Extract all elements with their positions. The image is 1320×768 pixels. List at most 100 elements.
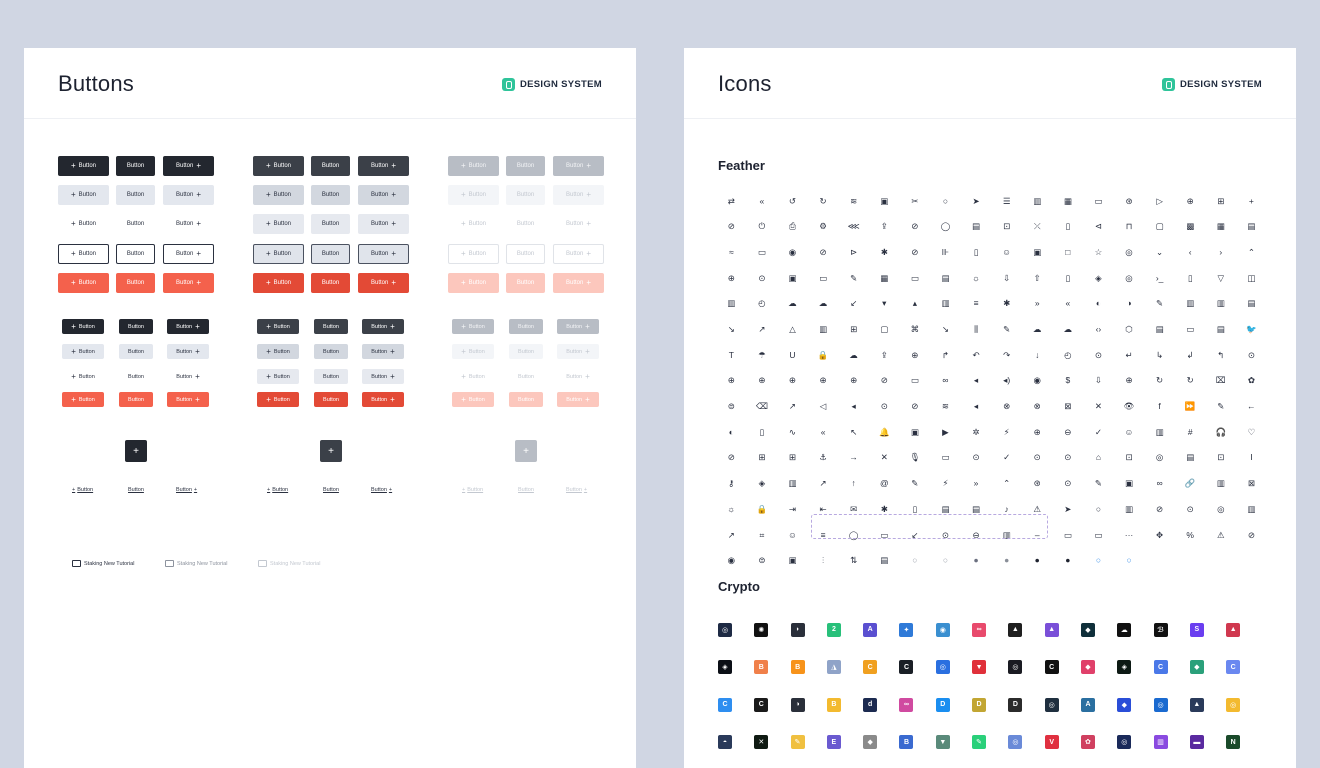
feather-icon[interactable]: ☺ [1002, 246, 1011, 257]
feather-icon[interactable]: ⊠ [1247, 478, 1255, 489]
button[interactable]: Button [119, 344, 153, 359]
feather-icon[interactable]: ▥ [819, 324, 828, 335]
feather-icon[interactable]: ☰ [1002, 195, 1011, 206]
feather-icon[interactable]: ▣ [788, 272, 797, 283]
feather-icon[interactable]: ▦ [1063, 195, 1072, 206]
feather-icon[interactable]: 🎧 [1215, 426, 1227, 437]
feather-icon[interactable]: ‹ [1188, 246, 1192, 257]
feather-icon[interactable]: ↗ [819, 478, 827, 489]
feather-icon[interactable]: ⊛ [1033, 478, 1041, 489]
feather-icon[interactable]: ∞ [942, 375, 949, 386]
feather-icon[interactable]: ⊛ [1125, 195, 1133, 206]
feather-icon[interactable]: ▤ [1216, 324, 1225, 335]
feather-icon[interactable]: ↱ [941, 349, 950, 360]
feather-icon[interactable]: ↘ [727, 324, 735, 335]
feather-icon[interactable]: ⌄ [1156, 246, 1164, 257]
crypto-icon[interactable]: B [899, 724, 935, 762]
button[interactable]: + Button [62, 319, 104, 334]
feather-icon[interactable]: ⊙ [1064, 478, 1072, 489]
icon-state-sample[interactable]: ○ [912, 555, 918, 566]
feather-icon[interactable]: ⊜ [758, 555, 766, 566]
icon-state-sample[interactable]: ○ [942, 555, 949, 566]
feather-icon[interactable]: ☁ [788, 298, 797, 309]
feather-icon[interactable]: « [759, 195, 765, 206]
button[interactable]: Button + [167, 392, 209, 407]
feather-icon[interactable]: ≋ [941, 401, 950, 412]
crypto-icon[interactable]: C [863, 649, 899, 687]
feather-icon[interactable]: ⊙ [880, 401, 888, 412]
button[interactable]: Button + [358, 156, 409, 176]
feather-icon[interactable]: ▤ [1186, 452, 1195, 463]
button[interactable]: Button + [163, 214, 214, 234]
button[interactable]: + Button [257, 369, 299, 384]
crypto-icon[interactable]: ▬ [1189, 724, 1226, 762]
feather-icon[interactable]: ▭ [1063, 529, 1072, 540]
feather-icon[interactable]: ➤ [972, 195, 980, 206]
feather-icon[interactable]: ⊙ [972, 452, 980, 463]
link-button[interactable]: Button + [176, 487, 197, 493]
feather-icon[interactable]: f [1158, 401, 1161, 412]
icon-state-sample[interactable]: ● [1034, 555, 1040, 566]
feather-icon[interactable]: » [1034, 298, 1040, 309]
feather-icon[interactable]: ▤ [880, 555, 889, 566]
feather-icon[interactable]: ▭ [910, 375, 919, 386]
crypto-icon[interactable]: S [1189, 611, 1226, 649]
feather-icon[interactable]: ▣ [1033, 246, 1042, 257]
feather-icon[interactable]: ☁ [818, 298, 828, 309]
feather-icon[interactable]: ⚓ [819, 452, 827, 463]
feather-icon[interactable]: ◎ [1125, 246, 1133, 257]
feather-icon[interactable]: « [1065, 298, 1071, 309]
feather-icon[interactable]: ✎ [1003, 324, 1011, 335]
button[interactable]: + Button [62, 369, 104, 384]
feather-icon[interactable]: ⊞ [850, 324, 858, 335]
crypto-icon[interactable]: D [1008, 686, 1044, 724]
button[interactable]: + Button [253, 214, 304, 234]
feather-icon[interactable]: ⊖ [972, 529, 980, 540]
feather-icon[interactable]: ◎ [1125, 272, 1133, 283]
crypto-icon[interactable]: ◎ [1008, 724, 1044, 762]
crypto-icon[interactable]: ✿ [1080, 724, 1117, 762]
button[interactable]: Button + [163, 156, 214, 176]
feather-icon[interactable]: ▾ [882, 298, 887, 309]
feather-icon[interactable]: ◑ [1126, 298, 1132, 309]
feather-icon[interactable]: ◉ [1033, 375, 1041, 386]
feather-icon[interactable]: 🔒 [756, 503, 768, 514]
button[interactable]: + Button [448, 244, 499, 264]
feather-icon[interactable]: ▣ [788, 555, 797, 566]
feather-icon[interactable]: ⊜ [727, 401, 735, 412]
feather-icon[interactable]: ☼ [972, 272, 980, 283]
button[interactable]: Button [116, 185, 155, 205]
crypto-icon[interactable]: ◈ [1117, 649, 1153, 687]
feather-icon[interactable]: ▥ [1216, 478, 1225, 489]
crypto-icon[interactable]: C [754, 686, 790, 724]
button[interactable]: Button [311, 156, 350, 176]
tutorial-link[interactable]: Staking New Tutorial [72, 560, 134, 567]
button[interactable]: Button + [557, 392, 599, 407]
button[interactable]: + Button [257, 319, 299, 334]
feather-icon[interactable]: ⊘ [1156, 503, 1164, 514]
feather-icon[interactable]: ↻ [1186, 375, 1194, 386]
feather-icon[interactable]: ⊗ [1033, 401, 1041, 412]
feather-icon[interactable]: ♪ [1004, 503, 1009, 514]
feather-icon[interactable]: ▤ [972, 221, 981, 232]
crypto-icon[interactable]: D [972, 686, 1008, 724]
crypto-icon[interactable]: ∞ [972, 611, 1008, 649]
crypto-icon[interactable]: ✺ [754, 611, 790, 649]
feather-icon[interactable]: ⏩ [1184, 401, 1196, 412]
button[interactable]: + Button [253, 273, 304, 293]
button[interactable]: + Button [58, 156, 109, 176]
feather-icon[interactable]: ▤ [941, 503, 950, 514]
feather-icon[interactable]: ♡ [1247, 426, 1256, 437]
feather-icon[interactable]: ▯ [759, 426, 765, 437]
crypto-icon[interactable]: ◎ [935, 649, 972, 687]
feather-icon[interactable]: ⊡ [1217, 452, 1225, 463]
feather-icon[interactable]: $ [1065, 375, 1071, 386]
crypto-icon[interactable]: C [1226, 649, 1262, 687]
link-button[interactable]: Button [323, 487, 339, 493]
feather-icon[interactable]: ⚡ [942, 478, 949, 489]
crypto-icon[interactable]: D [935, 686, 972, 724]
feather-icon[interactable]: ⊕ [788, 375, 797, 386]
feather-icon[interactable]: ◂ [973, 401, 979, 412]
feather-icon[interactable]: ➤ [1064, 503, 1072, 514]
button[interactable]: Button + [362, 344, 404, 359]
